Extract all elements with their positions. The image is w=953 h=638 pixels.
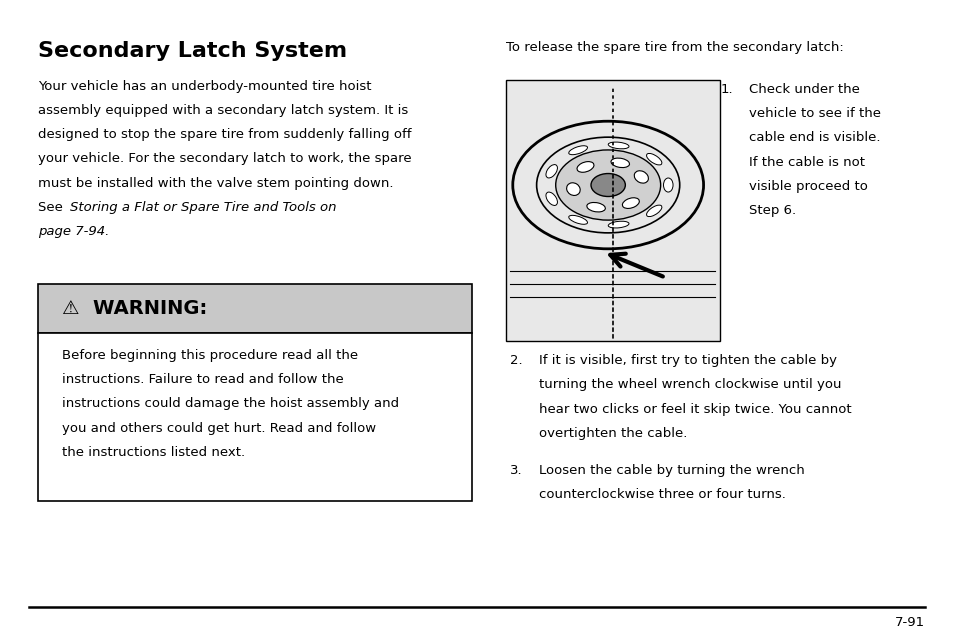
Text: Before beginning this procedure read all the: Before beginning this procedure read all… [62,349,357,362]
Ellipse shape [634,171,648,183]
Text: page 7-94.: page 7-94. [38,225,110,238]
Ellipse shape [545,165,557,178]
Text: vehicle to see if the: vehicle to see if the [748,107,880,120]
Text: your vehicle. For the secondary latch to work, the spare: your vehicle. For the secondary latch to… [38,152,412,165]
Text: hear two clicks or feel it skip twice. You cannot: hear two clicks or feel it skip twice. Y… [538,403,851,415]
Ellipse shape [568,216,587,225]
Ellipse shape [610,158,629,168]
Text: See: See [38,201,68,214]
Text: counterclockwise three or four turns.: counterclockwise three or four turns. [538,488,785,501]
Text: ⚠  WARNING:: ⚠ WARNING: [62,299,207,318]
Text: cable end is visible.: cable end is visible. [748,131,880,144]
Ellipse shape [586,202,605,212]
FancyBboxPatch shape [38,284,472,333]
Text: If the cable is not: If the cable is not [748,156,864,168]
Ellipse shape [608,142,628,149]
Text: Storing a Flat or Spare Tire and Tools on: Storing a Flat or Spare Tire and Tools o… [70,201,335,214]
Text: 3.: 3. [510,464,522,477]
Ellipse shape [545,192,557,205]
Text: Step 6.: Step 6. [748,204,795,217]
Text: Loosen the cable by turning the wrench: Loosen the cable by turning the wrench [538,464,804,477]
FancyBboxPatch shape [505,80,720,341]
Text: If it is visible, first try to tighten the cable by: If it is visible, first try to tighten t… [538,354,836,367]
Text: overtighten the cable.: overtighten the cable. [538,427,687,440]
Ellipse shape [663,178,673,192]
Ellipse shape [566,183,579,195]
Circle shape [555,150,659,220]
Ellipse shape [608,221,628,228]
Ellipse shape [621,198,639,209]
Text: designed to stop the spare tire from suddenly falling off: designed to stop the spare tire from sud… [38,128,412,141]
Ellipse shape [568,145,587,154]
Text: assembly equipped with a secondary latch system. It is: assembly equipped with a secondary latch… [38,104,408,117]
Text: visible proceed to: visible proceed to [748,180,867,193]
Text: must be installed with the valve stem pointing down.: must be installed with the valve stem po… [38,177,394,189]
FancyBboxPatch shape [38,333,472,501]
Text: To release the spare tire from the secondary latch:: To release the spare tire from the secon… [505,41,842,54]
Text: 2.: 2. [510,354,522,367]
Ellipse shape [646,205,661,217]
Text: instructions could damage the hoist assembly and: instructions could damage the hoist asse… [62,397,398,410]
Text: Your vehicle has an underbody-mounted tire hoist: Your vehicle has an underbody-mounted ti… [38,80,372,93]
Text: instructions. Failure to read and follow the: instructions. Failure to read and follow… [62,373,343,386]
Circle shape [590,174,625,197]
Text: 1.: 1. [720,83,732,96]
Ellipse shape [646,153,661,165]
Text: turning the wheel wrench clockwise until you: turning the wheel wrench clockwise until… [538,378,841,391]
Text: Check under the: Check under the [748,83,859,96]
Text: you and others could get hurt. Read and follow: you and others could get hurt. Read and … [62,422,375,434]
Text: the instructions listed next.: the instructions listed next. [62,446,245,459]
Text: Secondary Latch System: Secondary Latch System [38,41,347,61]
Ellipse shape [577,161,594,172]
Text: 7-91: 7-91 [894,616,924,628]
